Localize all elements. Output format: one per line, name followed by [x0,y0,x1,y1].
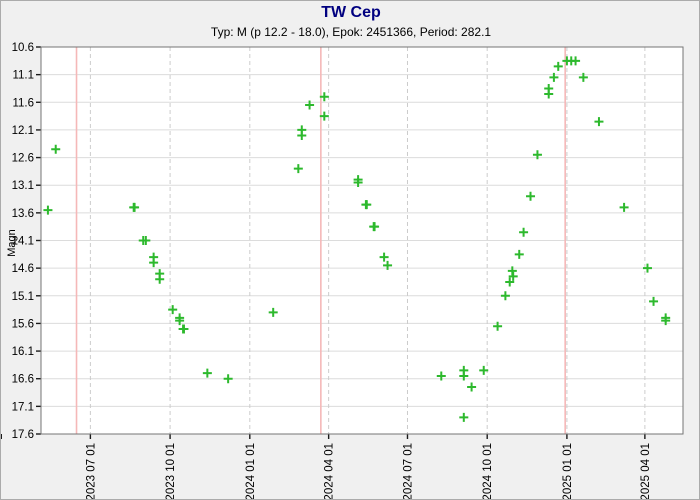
observation-marker [353,177,363,187]
observation-marker [362,200,372,210]
observation-marker [553,61,563,71]
y-tick-label: 11.1 [12,70,34,82]
observation-marker [459,412,469,422]
x-tick-label: 2024 04 01 [324,443,336,500]
observation-marker [141,236,151,245]
y-tick-label: 17.1 [12,401,34,413]
x-tick-label: 2024 07 01 [402,443,414,500]
observation-marker [493,321,503,331]
observation-marker [519,227,529,237]
observation-marker [319,92,329,102]
x-tick-label: 2025 04 01 [640,443,652,500]
y-tick-label: 17.6 [12,429,34,441]
observation-marker [544,89,554,99]
y-tick-label: 15.1 [12,291,34,303]
y-tick-label: 16.6 [12,374,34,386]
observation-marker [467,382,477,392]
x-tick-label: 2024 10 01 [482,443,494,500]
y-tick-label: 14.1 [12,236,34,248]
observation-marker [578,72,588,82]
observation-marker [532,150,542,160]
observation-marker [571,56,581,66]
y-tick-label: 14.6 [12,263,34,275]
observation-marker [168,305,178,315]
observation-marker [479,365,489,375]
observation-marker [594,117,604,127]
observation-marker [436,371,446,381]
y-tick-label: 16.1 [12,346,34,358]
observation-marker [619,202,629,212]
observation-marker [508,271,518,281]
observation-marker [179,324,189,334]
x-tick-label: 2023 07 01 [85,443,97,500]
observation-marker [661,316,671,326]
observation-marker [319,111,329,121]
observation-marker [370,222,380,232]
x-tick-label: 2025 01 01 [562,443,574,500]
y-tick-label: 13.6 [12,208,34,220]
observation-marker [268,307,278,317]
chart-title: TW Cep [321,4,381,21]
observation-marker [526,191,536,201]
y-tick-label: 12.1 [12,125,34,137]
chart-subtitle: Typ: M (p 12.2 - 18.0), Epok: 2451366, P… [210,25,492,39]
y-tick-label: 11.6 [12,97,34,109]
observation-marker [130,202,140,212]
observation-marker [223,374,233,384]
y-tick-label: 13.1 [12,180,34,192]
observation-marker [293,164,303,174]
observation-marker [202,368,212,378]
observation-marker [297,130,307,140]
observation-marker [642,263,652,273]
observation-marker [379,252,389,262]
observation-marker [505,277,515,287]
x-tick-label: 2023 10 01 [165,443,177,500]
observation-marker [305,100,315,110]
observation-marker [51,144,61,154]
observation-marker [43,205,53,215]
plot-border [40,46,684,435]
observation-marker [383,260,393,270]
observation-marker [500,291,510,301]
y-tick-label: 12.6 [12,153,34,165]
observation-marker [175,316,185,326]
observation-marker [514,249,524,259]
observation-marker [149,258,159,268]
observation-marker [549,72,559,82]
y-tick-label: 10.6 [12,42,34,54]
observation-marker [649,296,659,306]
observation-marker [155,274,165,284]
y-tick-label: 15.6 [12,318,34,330]
observation-marker [459,371,469,381]
x-tick-label: 2024 01 01 [245,443,257,500]
